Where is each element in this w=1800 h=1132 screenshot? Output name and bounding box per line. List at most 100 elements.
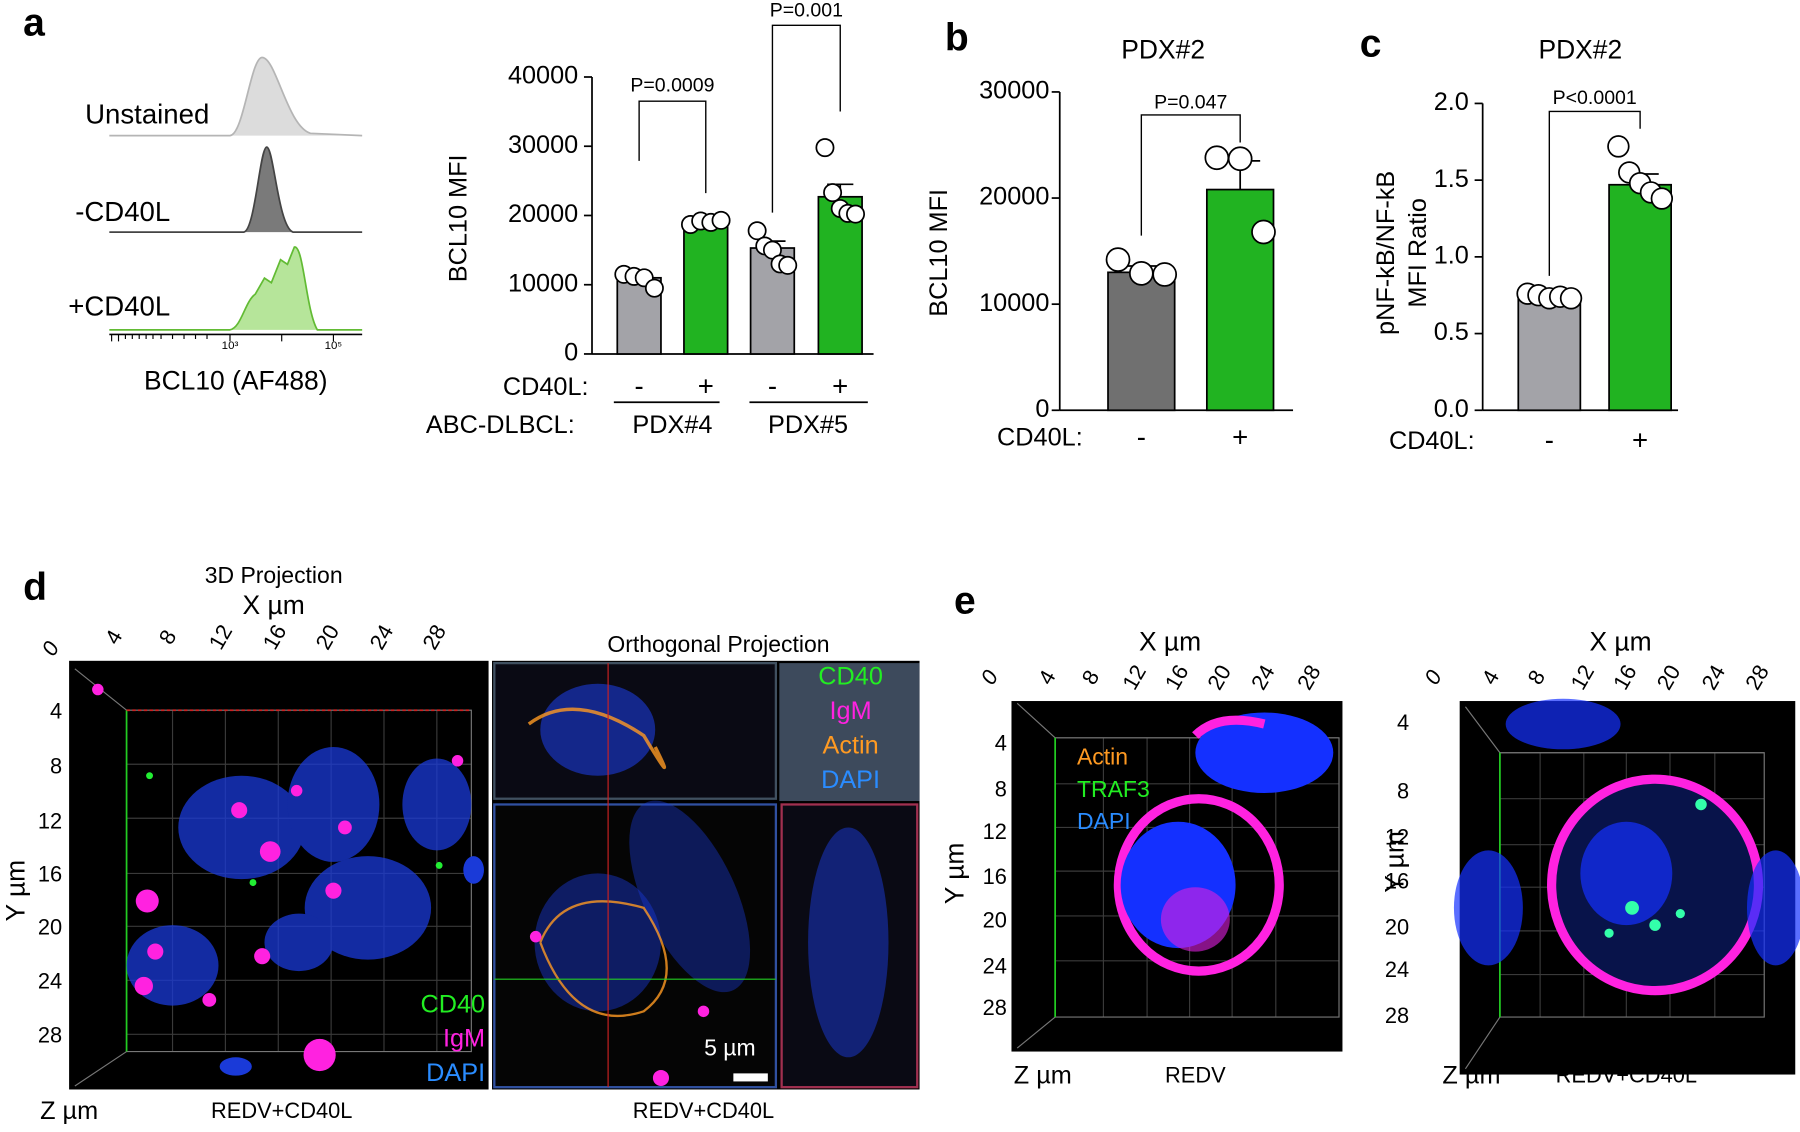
panel-label: a [23, 2, 45, 45]
scale-label: 5 µm [704, 1034, 756, 1060]
y-tick-label: 8 [1397, 779, 1409, 804]
x-row-label: CD40L: [997, 424, 1083, 452]
y-tick-label: 2.0 [1434, 88, 1469, 116]
axis-title: Z µm [1014, 1062, 1072, 1090]
hist-x-label: BCL10 (AF488) [144, 366, 328, 396]
y-tick-label: 30000 [979, 77, 1049, 105]
group-label: PDX#5 [768, 411, 848, 439]
x-tick-label: 0 [1419, 666, 1447, 689]
x-tick-label: 0 [975, 666, 1003, 689]
x-tick-label: 12 [204, 620, 238, 654]
y-tick-label: 20 [1385, 914, 1409, 939]
y-tick-label: 4 [1397, 710, 1409, 735]
data-point [823, 183, 843, 203]
ridge [109, 146, 363, 234]
y-tick-label: 4 [995, 730, 1007, 755]
y-tick-label: 20000 [979, 183, 1049, 211]
x-row-label: CD40L: [503, 373, 589, 401]
group-label: PDX#4 [632, 411, 712, 439]
y-tick-label: 30000 [508, 131, 578, 159]
data-point [1559, 287, 1583, 310]
y-tick-label: 24 [983, 953, 1007, 978]
image-title: Orthogonal Projection [607, 631, 829, 657]
y-tick-label: 0 [564, 339, 578, 367]
hist-row-label: Unstained [85, 98, 209, 129]
y-tick-label: 1.5 [1434, 165, 1469, 193]
data-point [1204, 145, 1230, 171]
x-tick-label: 0 [36, 637, 64, 660]
data-point [747, 221, 767, 241]
p-value: P<0.0001 [1553, 87, 1637, 109]
image [69, 660, 489, 1090]
y-tick-label: 1.0 [1434, 242, 1469, 270]
bar [1107, 271, 1176, 412]
x-tick-label: - [1137, 421, 1146, 452]
bar [683, 222, 729, 355]
y-tick-label: 16 [38, 861, 62, 886]
x-tick-label: 4 [1476, 666, 1504, 689]
y-tick-label: 12 [38, 809, 62, 834]
x-tick-label: 8 [1077, 666, 1105, 689]
y-tick-label: 0 [1035, 395, 1049, 423]
data-point [711, 210, 731, 230]
image-title: 3D Projection [205, 562, 343, 588]
y-axis-label: BCL10 MFI [445, 154, 473, 282]
legend-label: DAPI [1077, 808, 1131, 834]
y-tick-label: 24 [38, 968, 62, 993]
legend-label: TRAF3 [1077, 776, 1150, 802]
ridge [109, 246, 363, 331]
x-tick-label: 16 [258, 620, 292, 654]
y-tick-label: 8 [50, 753, 62, 778]
y-axis-label: BCL10 MFI [925, 189, 953, 317]
axis-title: Z µm [40, 1097, 98, 1125]
y-axis-label: MFI Ratio [1404, 198, 1432, 308]
x-tick-label: - [635, 371, 644, 402]
legend-label: CD40 [818, 663, 883, 691]
p-value: P=0.0009 [630, 74, 714, 96]
x-tick-label: 4 [1033, 666, 1061, 689]
micrograph-e1 [1011, 701, 1343, 1052]
y-tick-label: 16 [1385, 868, 1409, 893]
axis-title: Y µm [1379, 831, 1409, 893]
y-tick-label: 12 [1385, 825, 1409, 850]
y-tick-label: 10000 [979, 289, 1049, 317]
legend-label: Actin [1077, 744, 1128, 770]
x-tick-label: 20 [310, 620, 344, 654]
hist-row-label: +CD40L [68, 290, 170, 321]
legend-label: Actin [822, 732, 878, 760]
x-tick-label: 12 [1565, 660, 1599, 694]
histograms [109, 56, 363, 342]
legend-box [779, 663, 920, 802]
ridge [109, 56, 363, 137]
x-tick-label: 24 [364, 620, 398, 654]
x-tick-label: 28 [1292, 660, 1326, 694]
data-point [1607, 135, 1630, 158]
significance-bracket [1548, 110, 1641, 276]
x-tick-label: 16 [1608, 660, 1642, 694]
legend-label: IgM [443, 1025, 485, 1053]
x-tick-label: - [768, 371, 777, 402]
legend-label: DAPI [821, 766, 880, 794]
panel-label: d [23, 566, 47, 609]
micrograph-ortho [492, 660, 920, 1090]
y-tick-label: 0.0 [1434, 395, 1469, 423]
x-tick-label: 24 [1696, 660, 1730, 694]
y-tick-label: 20000 [508, 200, 578, 228]
data-point [644, 278, 664, 298]
legend-label: CD40 [421, 990, 486, 1018]
data-point [1227, 146, 1253, 172]
y-tick-label: 0.5 [1434, 318, 1469, 346]
y-tick-label: 20 [38, 914, 62, 939]
x-tick-label: + [1632, 425, 1648, 456]
x-tick-label: 8 [154, 625, 182, 648]
p-value: P=0.001 [770, 0, 843, 22]
significance-bracket [1140, 114, 1241, 236]
x-tick-label: 12 [1117, 660, 1151, 694]
x-tick-label: + [832, 371, 848, 402]
y-tick-label: 24 [1385, 957, 1409, 982]
chart-title: PDX#2 [1538, 35, 1622, 65]
x-tick-label: 28 [1740, 660, 1774, 694]
x-tick-label: 28 [417, 620, 451, 654]
